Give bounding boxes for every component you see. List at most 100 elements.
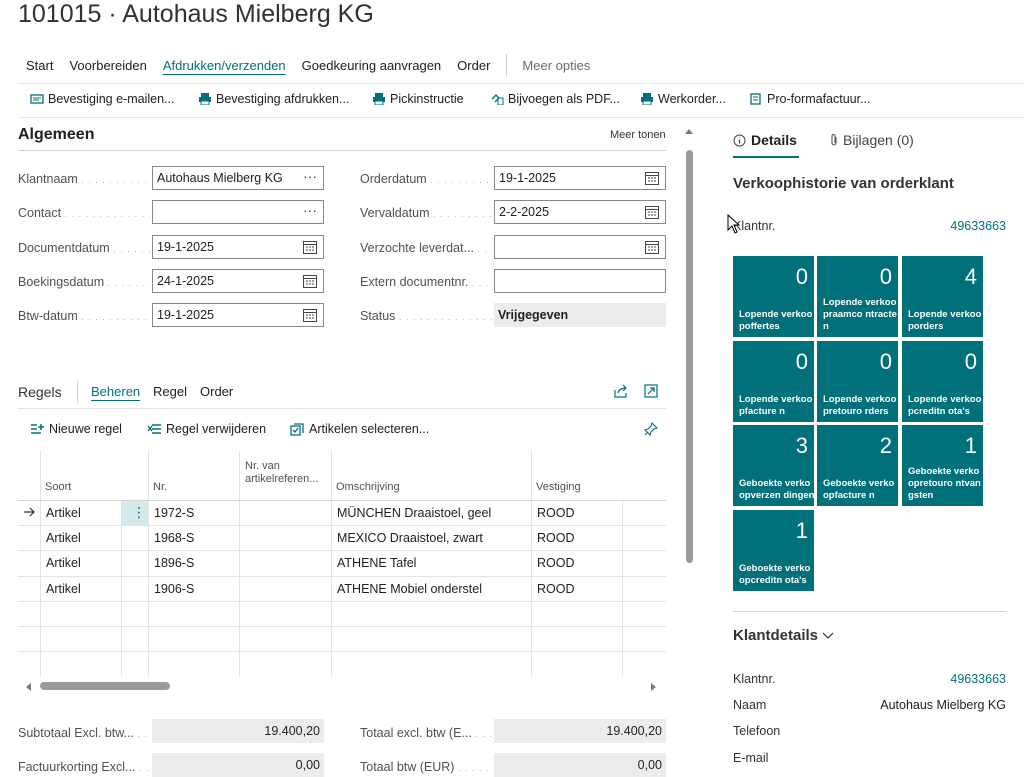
row-2-omschrijving[interactable]: MEXICO Draaistoel, zwart [337,531,483,545]
print-confirmation-button[interactable]: Bevestiging afdrukken... [198,92,349,106]
calendar-icon[interactable] [303,240,317,254]
totaal-excl-value: 19.400,20 [494,719,666,743]
history-klantnr-label: Klantnr. [733,219,776,233]
calendar-icon[interactable] [645,240,659,254]
scroll-up-icon[interactable] [684,127,694,135]
row-2-vestiging[interactable]: ROOD [537,531,575,545]
select-items-button[interactable]: Artikelen selecteren... [290,422,429,436]
column-header-vestiging[interactable]: Vestiging [536,481,581,493]
vervaldatum-field[interactable]: 2-2-2025 [494,200,666,224]
column-header-omschrijving[interactable]: Omschrijving [336,481,400,493]
calendar-icon[interactable] [645,205,659,219]
email-confirmation-button[interactable]: Bevestiging e-mailen... [30,92,174,106]
tile-lopende-verkoopcreditnotas[interactable]: 0 Lopende verkoopcreditn ota's [902,341,983,422]
row-4-omschrijving[interactable]: ATHENE Mobiel onderstel [337,582,482,596]
delete-line-button[interactable]: Regel verwijderen [147,422,266,436]
work-order-button[interactable]: Werkorder... [640,92,726,106]
share-icon[interactable] [614,384,628,398]
menu-divider [506,54,508,76]
tab-order[interactable]: Order [200,384,234,399]
lookup-icon[interactable]: ··· [303,168,317,184]
orderdatum-field[interactable]: 19-1-2025 [494,166,666,190]
documentdatum-field[interactable]: 19-1-2025 [152,235,324,259]
tab-attachments[interactable]: Bijlagen (0) [829,132,914,148]
customer-klantnr-link[interactable]: 49633663 [950,672,1006,686]
tile-lopende-verkoopoffertes[interactable]: 0 Lopende verkoopoffertes [733,256,814,337]
main-scrollbar-thumb[interactable] [686,150,693,563]
action-bar: Bevestiging e-mailen... Bevestiging afdr… [18,83,1024,118]
tile-geboekte-verkoopverzendingen[interactable]: 3 Geboekte verkoopverzen dingen [733,425,814,506]
row-1-omschrijving[interactable]: MÜNCHEN Draaistoel, geel [337,506,492,520]
tile-lopende-verkoopretourorders[interactable]: 0 Lopende verkoopretouro rders [817,341,898,422]
lookup-icon[interactable]: ··· [303,202,317,218]
contact-field[interactable]: ··· [152,200,324,224]
row-2-nr[interactable]: 1968-S [154,531,195,545]
show-more-link[interactable]: Meer tonen [610,129,666,141]
menu-more-options[interactable]: Meer opties [522,57,591,73]
row-4-vestiging[interactable]: ROOD [537,582,575,596]
documentdatum-label: Documentdatum [18,241,150,255]
section-divider [18,150,666,151]
column-header-artikelreferentie[interactable]: Nr. van artikelreferen... [245,460,319,485]
row-3-nr[interactable]: 1896-S [154,556,195,570]
row-3-soort[interactable]: Artikel [46,556,81,570]
printer-icon [373,93,385,105]
attach-pdf-button[interactable]: Bijvoegen als PDF... [490,92,620,106]
row-4-nr[interactable]: 1906-S [154,582,195,596]
row-2-soort[interactable]: Artikel [46,531,81,545]
menu-order[interactable]: Order [457,57,491,73]
row-1-nr[interactable]: 1972-S [154,506,195,520]
calendar-icon[interactable] [645,171,659,185]
general-section-title[interactable]: Algemeen [18,126,95,143]
menu-goedkeuring-aanvragen[interactable]: Goedkeuring aanvragen [301,57,442,73]
expand-icon[interactable] [644,384,658,398]
tile-geboekte-verkoopcreditnotas[interactable]: 1 Geboekte verkoopcreditn ota's [733,510,814,591]
tile-lopende-verkoopfacturen[interactable]: 0 Lopende verkoopfacture n [733,341,814,422]
row-3-omschrijving[interactable]: ATHENE Tafel [337,556,417,570]
grid-scrollbar-thumb[interactable] [40,682,170,690]
scroll-right-icon[interactable] [650,682,658,692]
row-1-soort[interactable]: Artikel [46,506,81,520]
customer-naam-label: Naam [733,698,767,712]
history-klantnr-link[interactable]: 49633663 [950,219,1006,233]
klantnaam-label: Klantnaam [18,172,150,186]
attach-icon [491,94,504,105]
tile-lopende-verkoopraamcontracten[interactable]: 0 Lopende verkoopraamco ntracten [817,256,898,337]
calendar-icon[interactable] [303,274,317,288]
lines-divider [77,381,78,403]
tile-lopende-verkooporders[interactable]: 4 Lopende verkooporders [902,256,983,337]
tile-geboekte-verkoopretourontvangsten[interactable]: 1 Geboekte verkoopretouro ntvangsten [902,425,983,506]
tab-beheren[interactable]: Beheren [91,384,141,399]
menu-voorbereiden[interactable]: Voorbereiden [69,57,147,73]
extern-documentnr-field[interactable] [494,269,666,293]
contact-label: Contact [18,206,150,220]
page-title: 101015 · Autohaus Mielberg KG [18,0,374,28]
row-1-vestiging[interactable]: ROOD [537,506,575,520]
verzochte-leverdatum-field[interactable] [494,235,666,259]
tab-details[interactable]: Details [733,132,797,148]
pin-icon[interactable] [644,422,658,436]
scroll-left-icon[interactable] [24,682,32,692]
row-4-soort[interactable]: Artikel [46,582,81,596]
column-header-nr[interactable]: Nr. [153,481,168,493]
pro-forma-invoice-button[interactable]: Pro-formafactuur... [749,92,871,106]
active-tab-indicator [733,156,799,158]
column-header-soort[interactable]: Soort [45,481,72,493]
row-1-menu-button[interactable]: ⋮ [122,501,148,525]
factuurkorting-value[interactable]: 0,00 [152,753,324,777]
tab-regel[interactable]: Regel [153,384,187,399]
lines-divider-line [18,408,666,409]
pick-instruction-button[interactable]: Pickinstructie [372,92,464,106]
boekingsdatum-field[interactable]: 24-1-2025 [152,269,324,293]
klantnaam-field[interactable]: Autohaus Mielberg KG ··· [152,166,324,190]
tile-geboekte-verkoopfacturen[interactable]: 2 Geboekte verkoopfacture n [817,425,898,506]
menu-start[interactable]: Start [26,57,54,73]
row-3-vestiging[interactable]: ROOD [537,556,575,570]
customer-telefoon-label: Telefoon [733,724,781,738]
calendar-icon[interactable] [303,308,317,322]
customer-details-header[interactable]: Klantdetails [733,627,835,644]
btwdatum-field[interactable]: 19-1-2025 [152,303,324,327]
new-line-button[interactable]: Nieuwe regel [30,422,122,436]
menu-afdrukken-verzenden[interactable]: Afdrukken/verzenden [162,57,286,73]
lines-section-title[interactable]: Regels [18,384,62,400]
